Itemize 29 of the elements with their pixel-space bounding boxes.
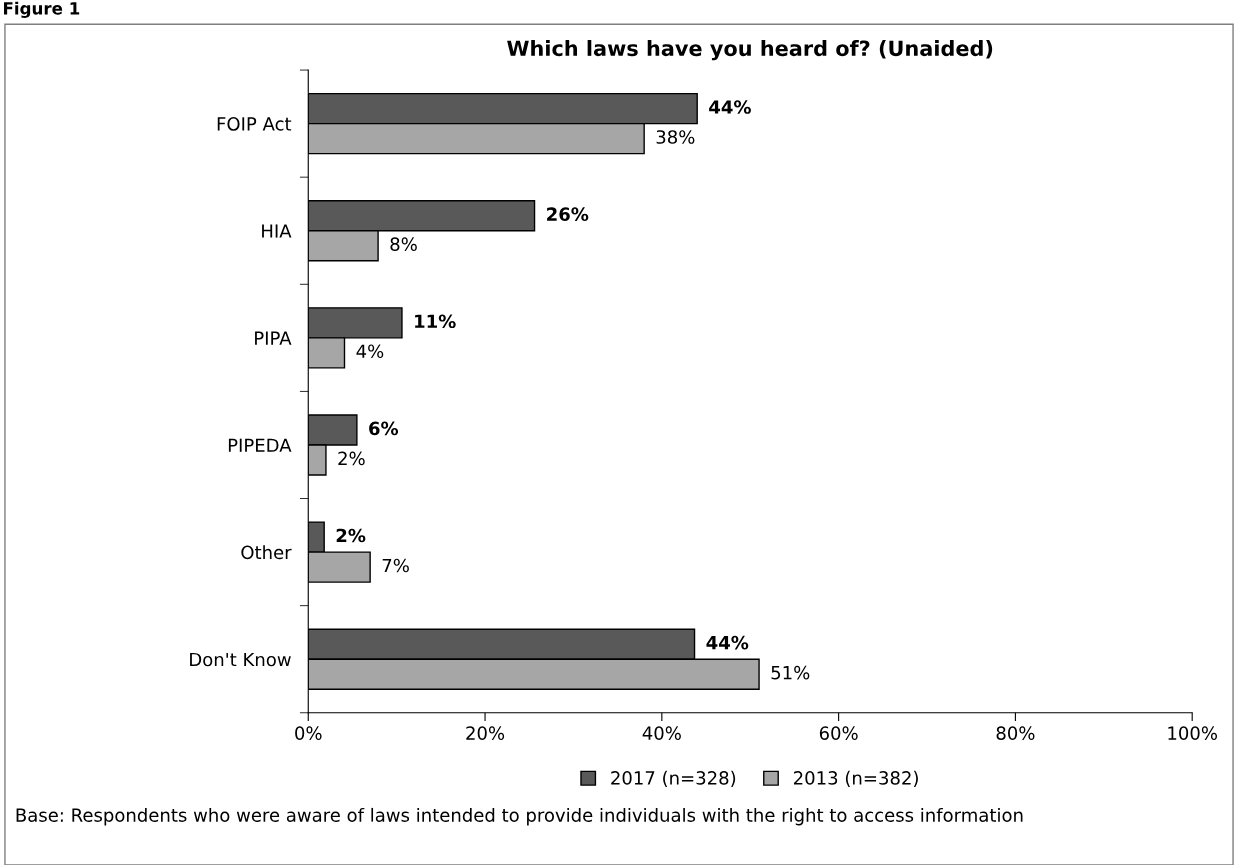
y-tick-label: FOIP Act: [217, 117, 292, 131]
y-tick-label: Don't Know: [190, 652, 291, 667]
y-tick-label: HIA: [262, 224, 292, 238]
x-tick-label: 100%: [1168, 726, 1218, 740]
x-tick-label: 60%: [819, 726, 858, 740]
y-tick-label: Other: [241, 545, 292, 560]
data-label: 2%: [338, 451, 365, 466]
caption: Figure 1: [4, 1, 80, 18]
data-label: 26%: [547, 207, 589, 221]
x-tick-label: 20%: [466, 726, 505, 740]
text: Base: Respondents who were aware of laws intended to provide individuals with the right to access information: [16, 807, 1023, 826]
data-label: 6%: [369, 421, 399, 436]
data-label: 44%: [709, 100, 751, 114]
data-label: 11%: [415, 314, 456, 329]
x-tick-label: 0%: [295, 726, 322, 740]
legend-label: 2017 (n=328): [611, 770, 736, 787]
chart-title: Which laws have you heard of? (Unaided): [507, 40, 993, 61]
data-label: 44%: [706, 635, 749, 650]
data-label: 7%: [382, 558, 409, 573]
y-tick-label: PIPEDA: [228, 438, 292, 452]
x-tick-label: 40%: [642, 726, 681, 740]
data-label: 38%: [656, 130, 695, 144]
data-label: 4%: [356, 344, 384, 359]
data-label: 2%: [336, 528, 366, 543]
legend-label: 2013 (n=382): [793, 770, 918, 787]
data-label: 51%: [771, 665, 810, 680]
x-tick-label: 80%: [996, 726, 1035, 740]
y-tick-label: PIPA: [255, 331, 292, 345]
data-label: 8%: [390, 237, 417, 251]
